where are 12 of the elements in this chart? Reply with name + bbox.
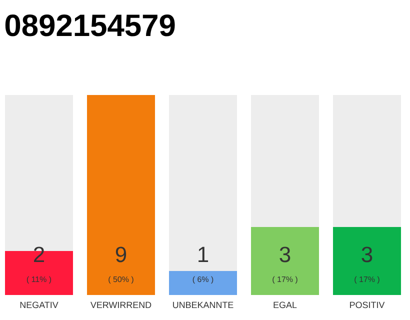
x-tick-label: POSITIV <box>350 302 385 308</box>
annotation: 2 <box>34 246 44 262</box>
x-tick-label: UNBEKANNTE <box>173 302 234 308</box>
bar <box>169 271 238 295</box>
x-tick-label: EGAL <box>274 302 297 308</box>
x-tick-label: NEGATIV <box>20 302 58 308</box>
annotation: 1 <box>198 246 208 262</box>
annotation: 9 <box>116 246 126 262</box>
annotation: 3 <box>362 246 372 262</box>
x-tick-label: VERWIRREND <box>90 302 152 308</box>
chart-title: 0892154579 <box>5 14 175 36</box>
annotation: 3 <box>280 246 290 262</box>
